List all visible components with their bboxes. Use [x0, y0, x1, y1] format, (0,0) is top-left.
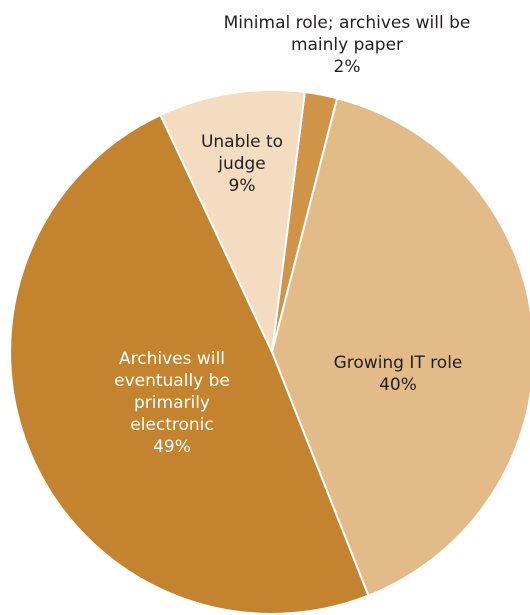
- pie-slice-unable-to: [159, 89, 306, 353]
- slice-value-label: 40%: [379, 375, 417, 395]
- slice-value-label: 2%: [334, 57, 361, 77]
- slice-value-label: 49%: [153, 437, 191, 457]
- slice-label-line: Unable to: [201, 132, 283, 152]
- slice-label-line: electronic: [130, 415, 214, 435]
- slice-label-line: primarily: [134, 393, 210, 413]
- slice-label-unable-to: Unable to judge 9%: [201, 132, 283, 196]
- pie-slice-growing-it-role: [271, 97, 530, 597]
- pie-slice-archives-will: [9, 113, 370, 615]
- slice-label-line: mainly paper: [291, 35, 403, 55]
- slice-label-line: Growing IT role: [334, 353, 463, 373]
- slice-value-label: 9%: [229, 176, 256, 196]
- slice-label-minimal-role-archives-will-be: Minimal role; archives will be mainly pap…: [224, 13, 471, 77]
- slice-label-line: Minimal role; archives will be: [224, 13, 471, 33]
- slice-label-line: eventually be: [114, 371, 230, 391]
- pie-slices: [9, 89, 530, 615]
- slice-label-growing-it-role: Growing IT role 40%: [334, 353, 463, 395]
- slice-label-line: Archives will: [119, 349, 225, 369]
- slice-label-archives-will: Archives will eventually be primarily elect…: [114, 349, 230, 457]
- pie-labels: Minimal role; archives will be mainly pap…: [114, 13, 470, 457]
- slice-label-line: judge: [217, 154, 266, 174]
